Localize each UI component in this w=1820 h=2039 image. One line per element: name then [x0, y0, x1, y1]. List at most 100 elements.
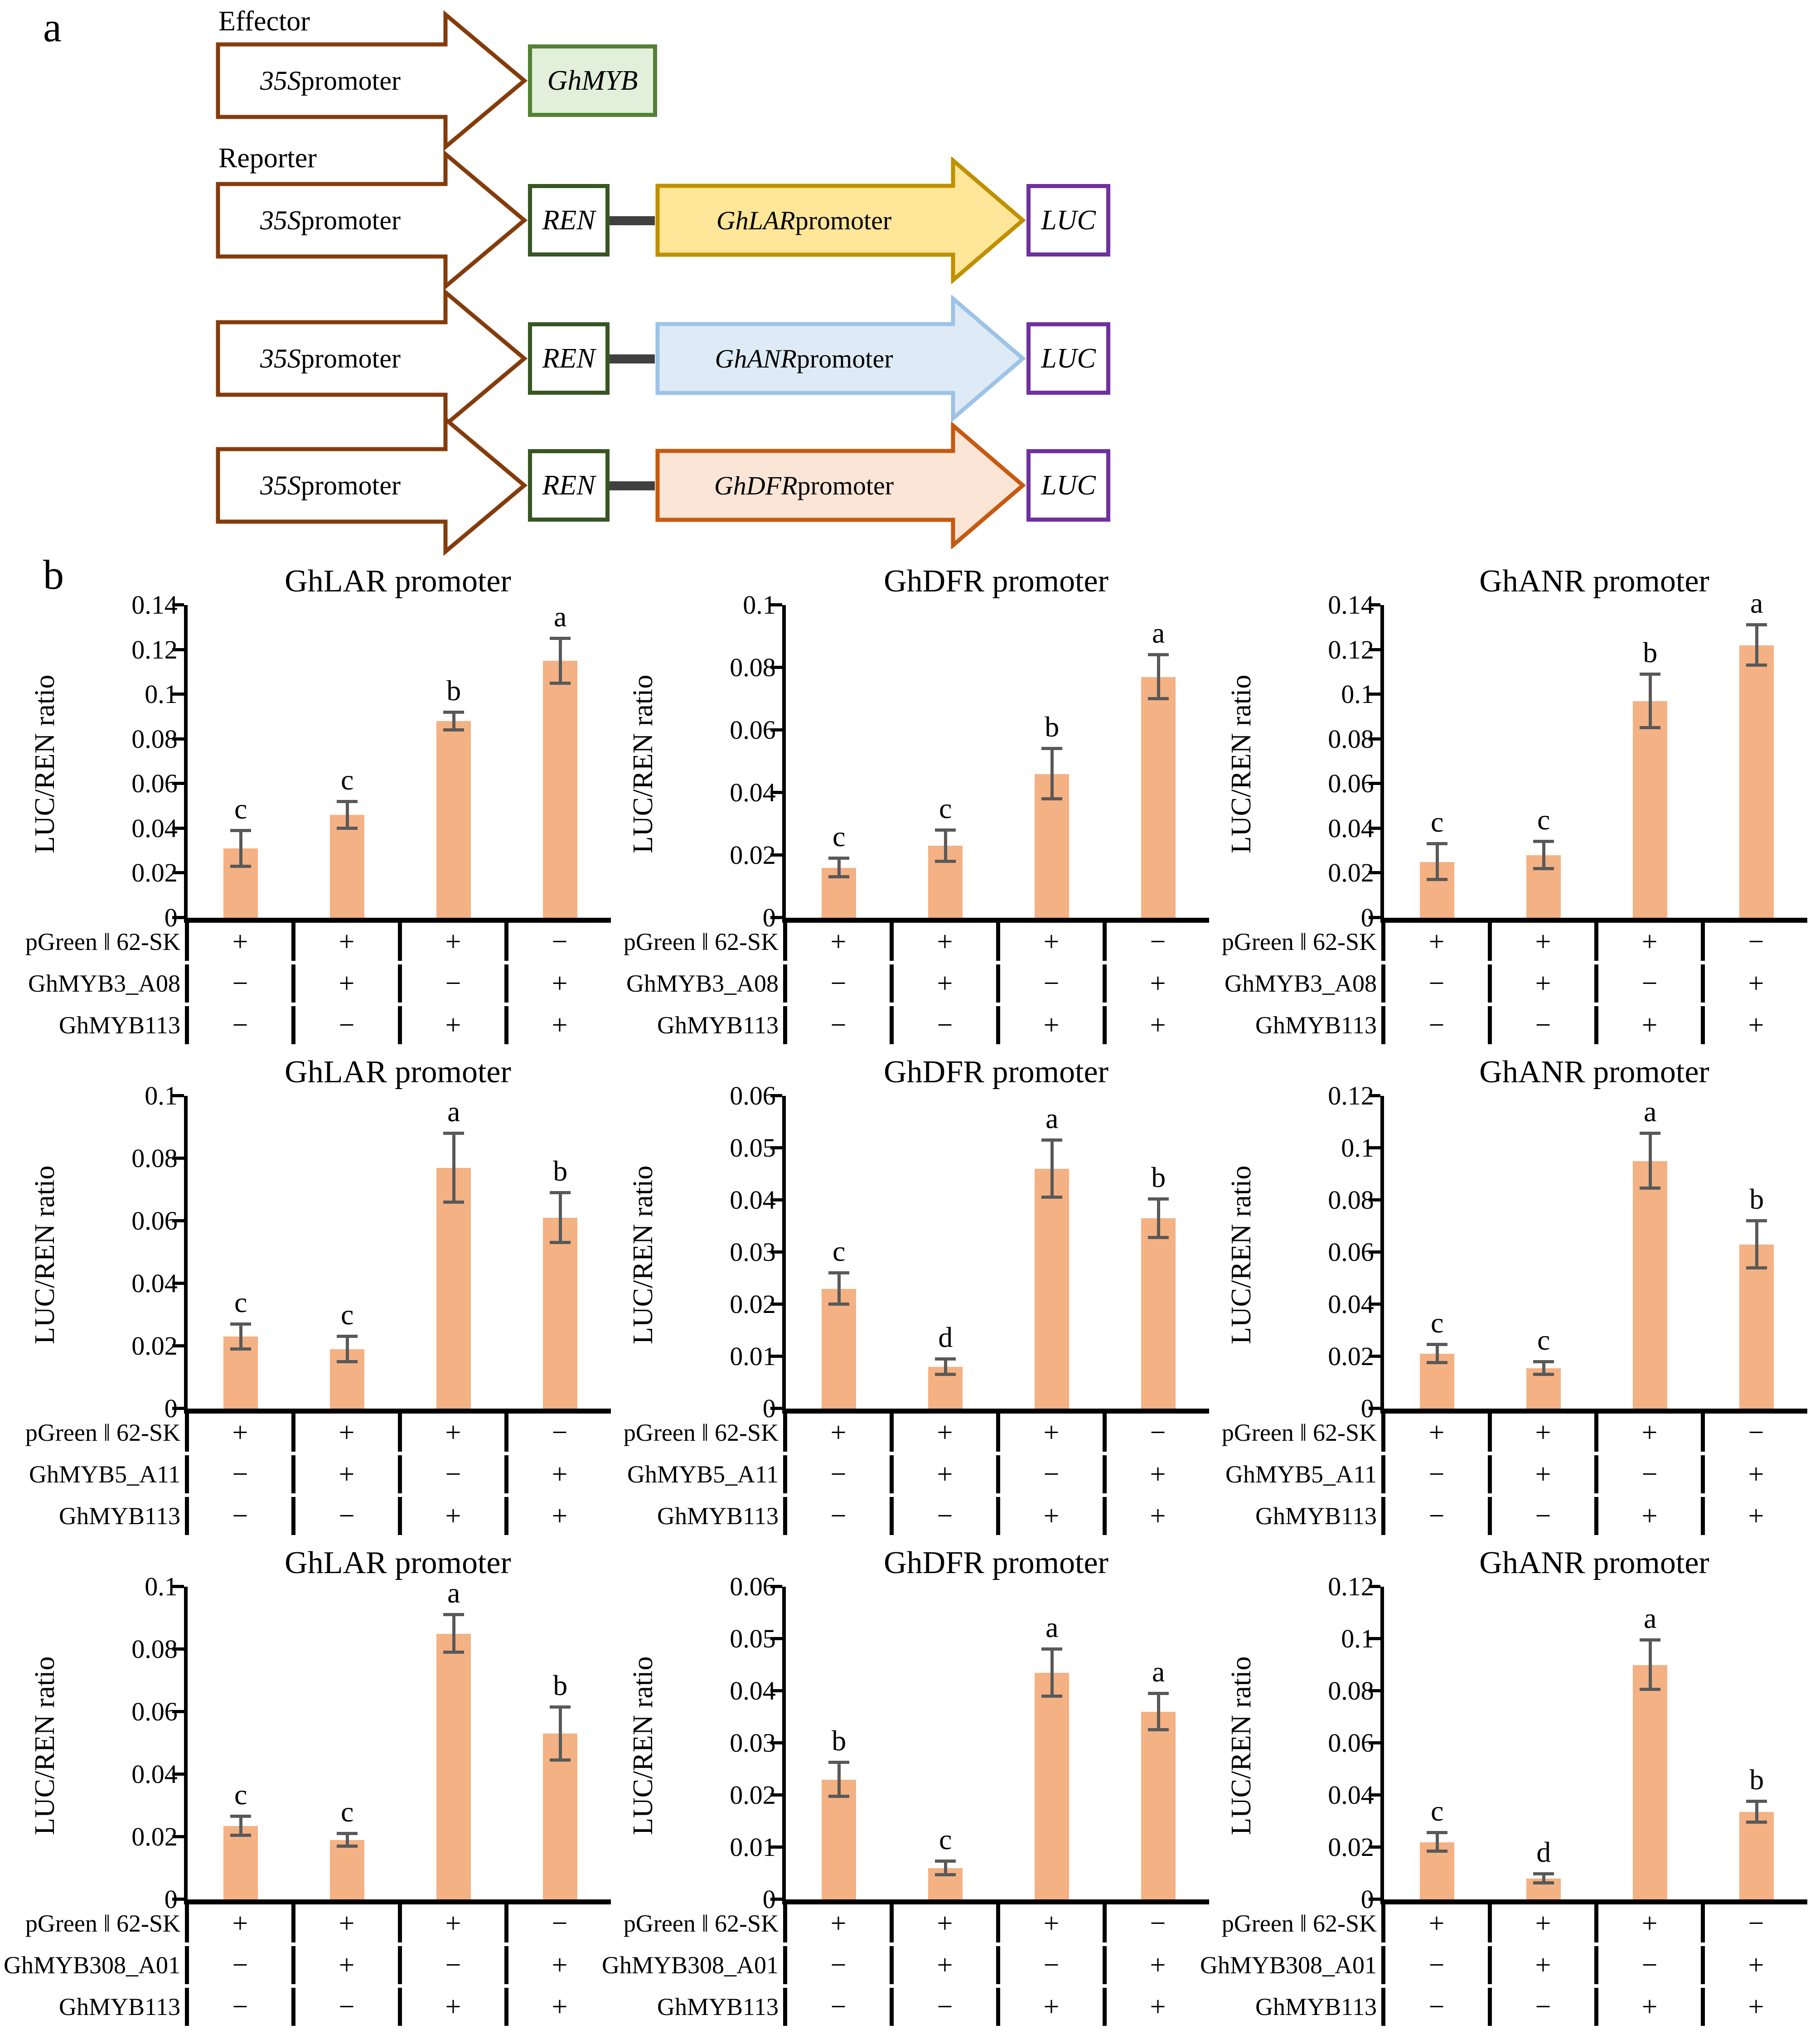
condition-sign: − — [398, 1946, 504, 1984]
y-tick-label: 0.1 — [145, 1572, 178, 1601]
condition-row: GhMYB308_A01− + − + — [1200, 1946, 1807, 1984]
error-bar-cap-top — [828, 1760, 850, 1764]
condition-sign: + — [1103, 1988, 1209, 2026]
condition-row: GhMYB308_A01− + − + — [4, 1946, 611, 1984]
condition-sign: + — [504, 1006, 611, 1044]
y-tick-label: 0.02 — [730, 1289, 776, 1319]
condition-label-text: GhMYB308_A01 — [3, 1952, 180, 1979]
error-bar-cap-bottom — [230, 1347, 252, 1351]
chart-plot-row: LUC/REN ratio 0 0.02 0.04 0.06 0.08 0.1 0.12 c d a… — [1209, 1573, 1807, 1913]
bar — [1633, 1161, 1668, 1409]
bar — [543, 1218, 578, 1409]
condition-label-text: GhMYB3_A08 — [626, 970, 779, 997]
promoter-text: promoter — [797, 470, 894, 500]
condition-row: pGreen ‖ 62-SK + + + − — [13, 1414, 611, 1452]
condition-sign: + — [1594, 1904, 1701, 1942]
error-bar-cap-top — [550, 1705, 571, 1709]
error-bar-cap-bottom — [230, 864, 252, 868]
bar — [1633, 1665, 1668, 1899]
condition-sign: + — [996, 1414, 1103, 1452]
condition-sign: − — [783, 964, 890, 1003]
effector-construct: 35S promoter GhMYB — [215, 10, 1122, 151]
35s-promoter-arrow-shape — [216, 150, 528, 291]
error-bar — [944, 1861, 947, 1875]
condition-table: pGreen ‖ 62-SK + + + − GhMYB3_A08− + − + GhMYB113… — [1209, 923, 1807, 1044]
condition-label: pGreen ‖ 62-SK — [13, 1414, 185, 1452]
condition-sign: − — [783, 1006, 890, 1044]
y-axis-label: LUC/REN ratio — [628, 1165, 658, 1344]
error-bar-cap-bottom — [1746, 1821, 1767, 1824]
y-tick-mark — [770, 916, 782, 919]
y-tick-mark — [1368, 1898, 1380, 1901]
y-tick-label: 0.12 — [1328, 1081, 1374, 1110]
error-bar-cap-bottom — [1427, 1849, 1448, 1853]
chart-title: GhDFR promoter — [884, 564, 1108, 599]
condition-label-text: GhMYB308_A01 — [601, 1952, 779, 1979]
condition-label: GhMYB113 — [13, 1497, 185, 1535]
condition-sign: − — [398, 964, 504, 1003]
y-tick-mark — [1368, 826, 1380, 830]
condition-sign: − — [1594, 964, 1701, 1003]
condition-row: pGreen ‖ 62-SK + + + − — [611, 1414, 1209, 1452]
condition-label: pGreen ‖ 62-SK — [1209, 1904, 1381, 1942]
condition-sign: + — [1701, 964, 1807, 1003]
y-tick-mark — [172, 1647, 184, 1651]
y-tick-label: 0.02 — [1328, 1342, 1374, 1371]
error-bar-cap-top — [1041, 747, 1063, 751]
condition-table: pGreen ‖ 62-SK + + + − GhMYB3_A08− + − + GhMYB113… — [13, 923, 611, 1044]
condition-sign: − — [890, 1006, 996, 1044]
condition-sign: + — [890, 964, 996, 1003]
connector-line — [610, 481, 655, 490]
error-bar-cap-bottom — [1746, 664, 1767, 667]
y-axis-label: LUC/REN ratio — [628, 674, 658, 853]
error-bar-cap-bottom — [1640, 1688, 1661, 1691]
error-bar-cap-top — [1427, 1831, 1448, 1835]
condition-label: GhMYB113 — [611, 1988, 783, 2026]
condition-sign: + — [996, 1006, 1103, 1044]
error-bar-cap-bottom — [935, 1873, 956, 1876]
y-tick-mark — [770, 1793, 782, 1797]
condition-table: pGreen ‖ 62-SK + + + − GhMYB5_A11− + − + GhMYB113… — [611, 1414, 1209, 1535]
condition-row: pGreen ‖ 62-SK + + + − — [1209, 923, 1807, 961]
y-tick-label: 0.12 — [1328, 1572, 1374, 1601]
y-tick-mark — [1368, 1146, 1380, 1149]
error-bar-cap-top — [230, 1322, 252, 1326]
condition-row: GhMYB113− − + + — [1209, 1006, 1807, 1044]
condition-sign: − — [1381, 1497, 1488, 1535]
y-tick-label: 0.08 — [1328, 724, 1374, 754]
y-tick-label: 0.02 — [1328, 1832, 1374, 1862]
condition-label: pGreen ‖ 62-SK — [1209, 923, 1381, 961]
condition-sign: + — [1488, 1904, 1594, 1942]
ghdfr-promoter-arrow — [655, 422, 1026, 549]
condition-sign: − — [291, 1006, 398, 1044]
y-axis-gutter: LUC/REN ratio 0 0.01 0.02 0.03 0.04 0.05 0.06 — [611, 1573, 782, 1913]
condition-label-text: pGreen ‖ 62-SK — [25, 1419, 180, 1446]
y-tick-mark — [770, 1303, 782, 1306]
condition-table: pGreen ‖ 62-SK + + + − GhMYB308_A01− + − + GhMYB1… — [1200, 1904, 1807, 2026]
y-tick-label: 0.02 — [1328, 858, 1374, 888]
ren-label: REN — [542, 204, 595, 236]
plot-area: c c a b — [172, 1579, 611, 1904]
y-tick-mark — [1368, 1793, 1380, 1797]
y-tick-mark — [1368, 1741, 1380, 1744]
error-bar-cap-bottom — [550, 681, 571, 685]
y-tick-label: 0.12 — [1328, 634, 1374, 664]
condition-label-text: pGreen ‖ 62-SK — [623, 928, 779, 955]
y-tick-mark — [172, 1282, 184, 1285]
y-tick-mark — [770, 666, 782, 669]
condition-sign: + — [783, 1414, 890, 1452]
condition-label: GhMYB308_A01 — [1200, 1946, 1381, 1984]
y-tick-mark — [770, 1845, 782, 1849]
error-bar — [452, 1615, 455, 1652]
condition-label-text: pGreen ‖ 62-SK — [1221, 1419, 1377, 1446]
condition-label: GhMYB113 — [13, 1006, 185, 1044]
condition-sign: + — [1103, 1455, 1209, 1493]
significance-letter: c — [234, 1286, 247, 1318]
gene-text: GhLAR — [716, 205, 795, 235]
error-bar-cap-top — [1533, 1872, 1554, 1875]
significance-letter: a — [1750, 587, 1763, 620]
condition-label: GhMYB5_A11 — [1209, 1455, 1381, 1493]
error-bar — [1157, 655, 1160, 699]
condition-sign: − — [504, 1414, 611, 1452]
error-bar — [1542, 842, 1545, 869]
